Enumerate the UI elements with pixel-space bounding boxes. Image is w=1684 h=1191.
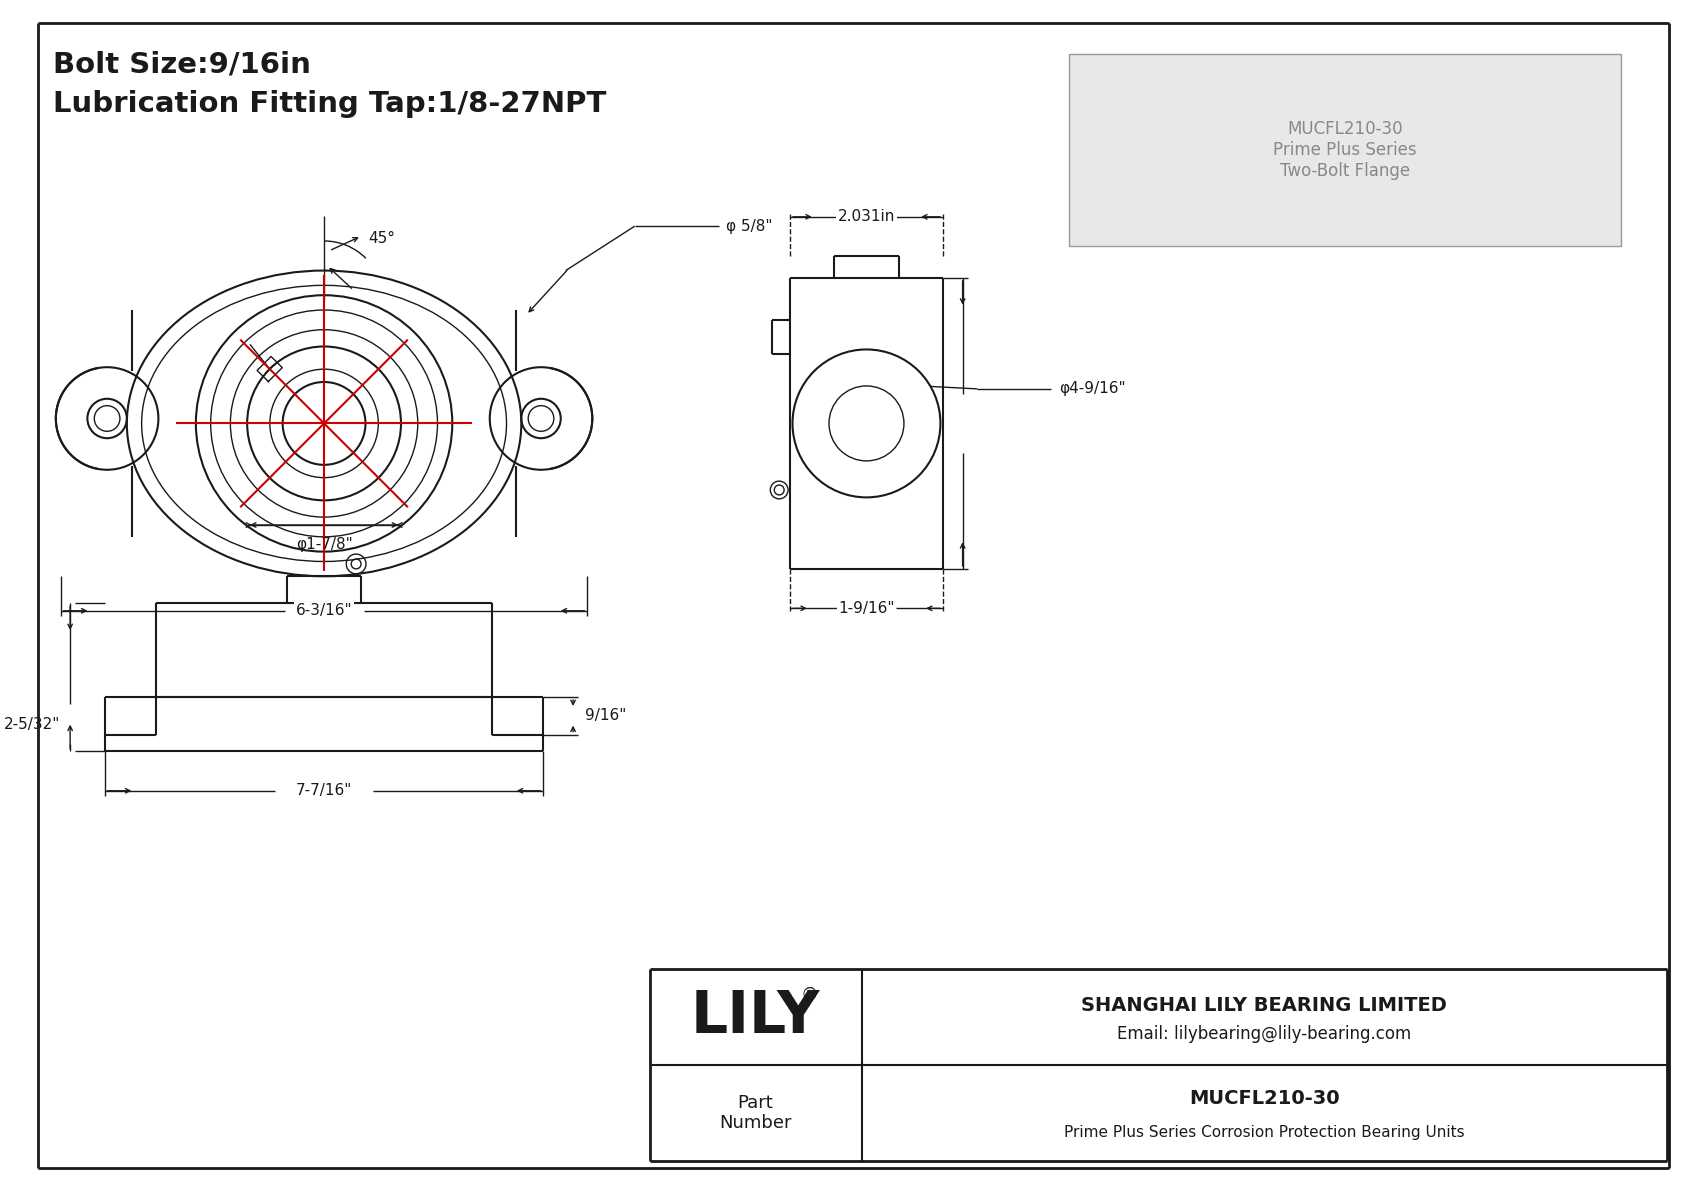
Text: SHANGHAI LILY BEARING LIMITED: SHANGHAI LILY BEARING LIMITED	[1081, 996, 1447, 1015]
Text: 2-5/32": 2-5/32"	[3, 717, 61, 731]
Text: 1-9/16": 1-9/16"	[839, 600, 894, 616]
Text: ®: ®	[802, 986, 818, 1004]
Text: Prime Plus Series Corrosion Protection Bearing Units: Prime Plus Series Corrosion Protection B…	[1064, 1124, 1465, 1140]
Text: Part
Number: Part Number	[719, 1093, 791, 1133]
Text: 45°: 45°	[369, 231, 396, 245]
Text: φ1-7/8": φ1-7/8"	[296, 537, 352, 551]
Text: φ 5/8": φ 5/8"	[726, 219, 773, 233]
Text: LILY: LILY	[690, 989, 820, 1046]
Text: Bolt Size:9/16in: Bolt Size:9/16in	[52, 51, 312, 79]
Text: Email: lilybearing@lily-bearing.com: Email: lilybearing@lily-bearing.com	[1116, 1025, 1411, 1043]
Text: 9/16": 9/16"	[584, 709, 626, 723]
Text: φ4-9/16": φ4-9/16"	[1059, 381, 1127, 397]
Text: 6-3/16": 6-3/16"	[296, 604, 352, 618]
Text: Lubrication Fitting Tap:1/8-27NPT: Lubrication Fitting Tap:1/8-27NPT	[52, 91, 606, 118]
Bar	[1069, 54, 1622, 245]
Text: 7-7/16": 7-7/16"	[296, 784, 352, 798]
Text: 2.031in: 2.031in	[837, 210, 896, 224]
Text: MUCFL210-30
Prime Plus Series
Two-Bolt Flange: MUCFL210-30 Prime Plus Series Two-Bolt F…	[1273, 120, 1416, 180]
Text: MUCFL210-30: MUCFL210-30	[1189, 1089, 1340, 1108]
